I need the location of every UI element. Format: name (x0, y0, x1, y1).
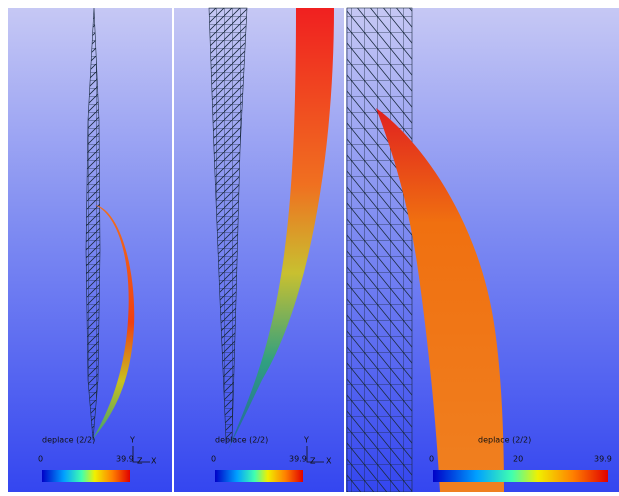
legend-tick: 39.9 (594, 455, 612, 464)
axis-label: Y (129, 436, 135, 445)
axis-label: Z (137, 457, 143, 466)
axis-triad (306, 446, 324, 463)
deformed-shape (228, 8, 334, 450)
colorbar (215, 470, 303, 482)
axis-label: Y (303, 436, 309, 445)
legend-title: deplace (2/2) (42, 436, 95, 445)
axis-triad (132, 446, 150, 463)
mesh (85, 7, 101, 441)
deformed-shape (92, 205, 135, 440)
legend-title: deplace (2/2) (215, 436, 268, 445)
mesh (346, 7, 413, 493)
deformed-shape (376, 108, 504, 492)
mesh (208, 7, 248, 441)
legend-title: deplace (2/2) (478, 436, 531, 445)
colorbar (433, 470, 608, 482)
legend-tick: 39.9 (116, 455, 134, 464)
legend-tick: 0 (211, 455, 216, 464)
legend-tick: 20 (513, 455, 523, 464)
colorbar (42, 470, 130, 482)
axis-label: X (151, 457, 157, 466)
legend-tick: 0 (429, 455, 434, 464)
legend-tick: 0 (38, 455, 43, 464)
legend-tick: 39.9 (289, 455, 307, 464)
axis-label: X (326, 457, 332, 466)
axis-label: Z (310, 457, 316, 466)
